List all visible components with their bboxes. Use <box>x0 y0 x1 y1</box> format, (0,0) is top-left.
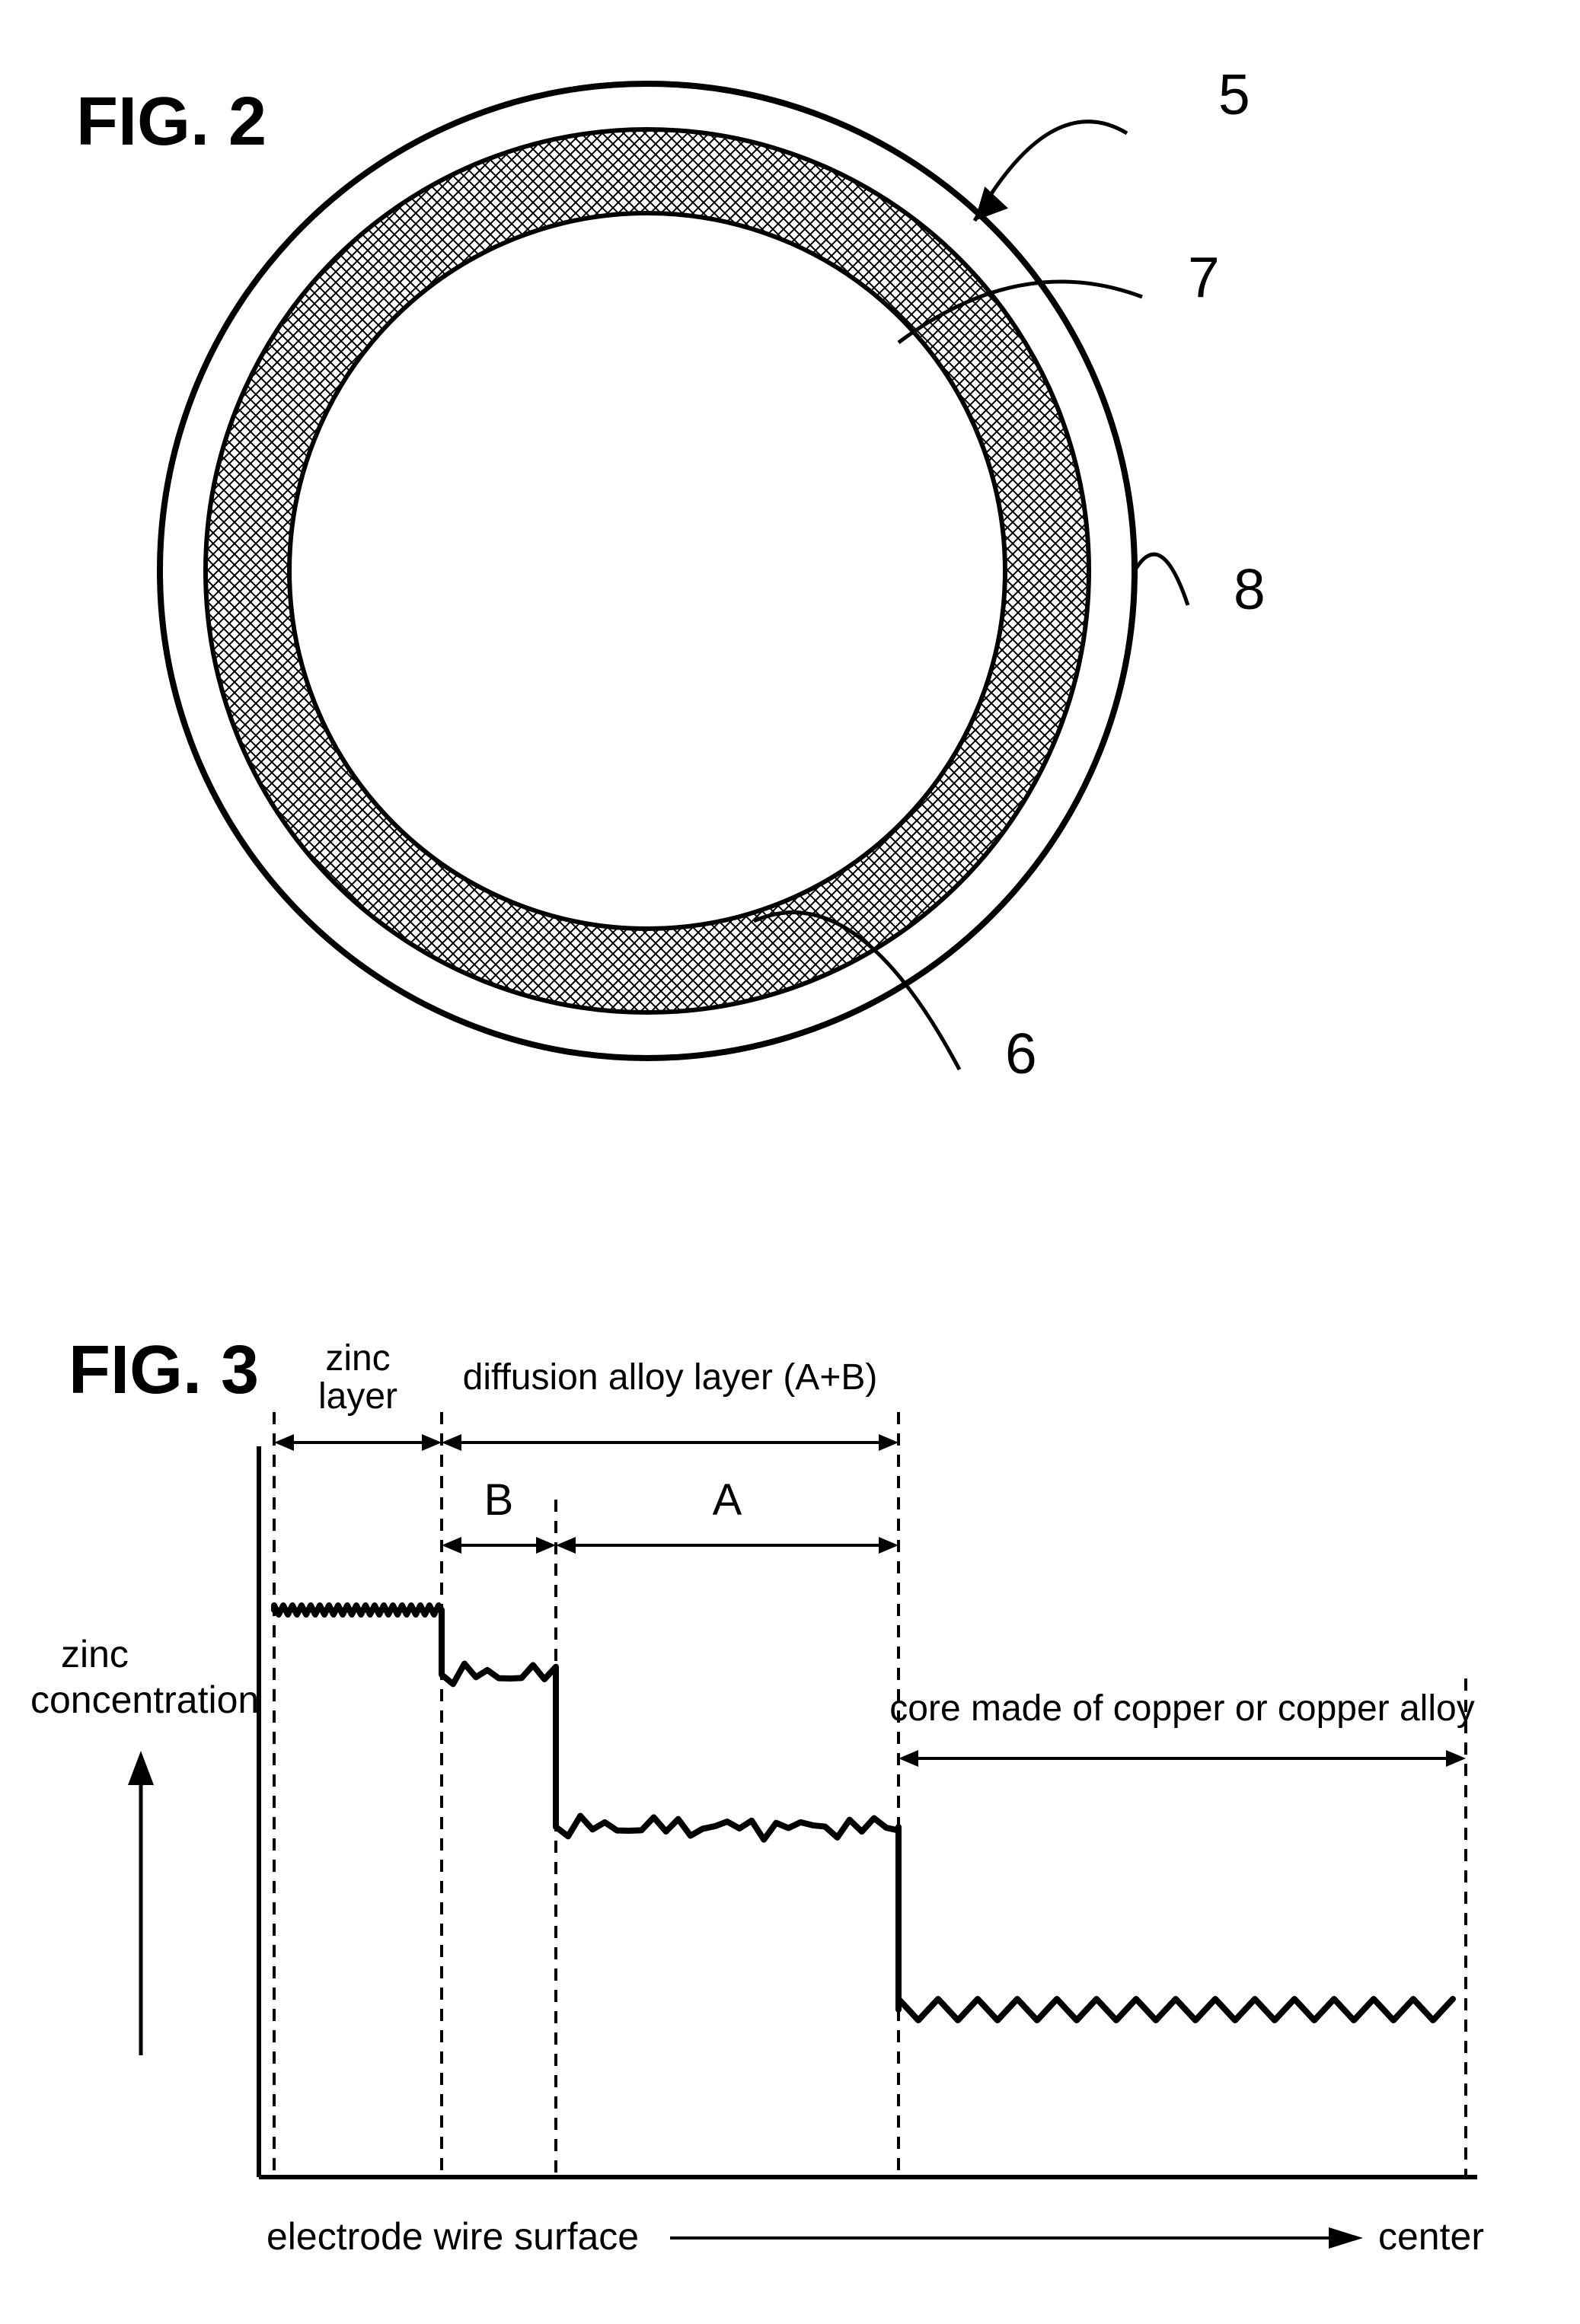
figure-canvas: FIG. 25786FIG. 3zincconcentrationelectro… <box>0 0 1580 2324</box>
svg-text:layer: layer <box>318 1376 397 1417</box>
svg-text:5: 5 <box>1218 62 1250 126</box>
svg-text:7: 7 <box>1188 245 1220 309</box>
svg-text:center: center <box>1378 2215 1484 2258</box>
svg-text:diffusion alloy layer (A+B): diffusion alloy layer (A+B) <box>463 1357 878 1398</box>
svg-text:8: 8 <box>1234 557 1266 621</box>
svg-text:FIG. 2: FIG. 2 <box>76 84 267 160</box>
svg-text:zinc: zinc <box>61 1633 129 1675</box>
svg-text:concentration: concentration <box>30 1678 259 1721</box>
svg-text:zinc: zinc <box>325 1338 390 1379</box>
page: FIG. 25786FIG. 3zincconcentrationelectro… <box>0 0 1580 2324</box>
svg-text:6: 6 <box>1005 1022 1037 1085</box>
svg-text:electrode wire surface: electrode wire surface <box>267 2215 639 2258</box>
svg-text:B: B <box>484 1475 514 1525</box>
svg-text:A: A <box>713 1475 742 1525</box>
svg-text:FIG. 3: FIG. 3 <box>69 1332 259 1408</box>
svg-text:core made of copper or copper: core made of copper or copper alloy <box>889 1688 1474 1729</box>
